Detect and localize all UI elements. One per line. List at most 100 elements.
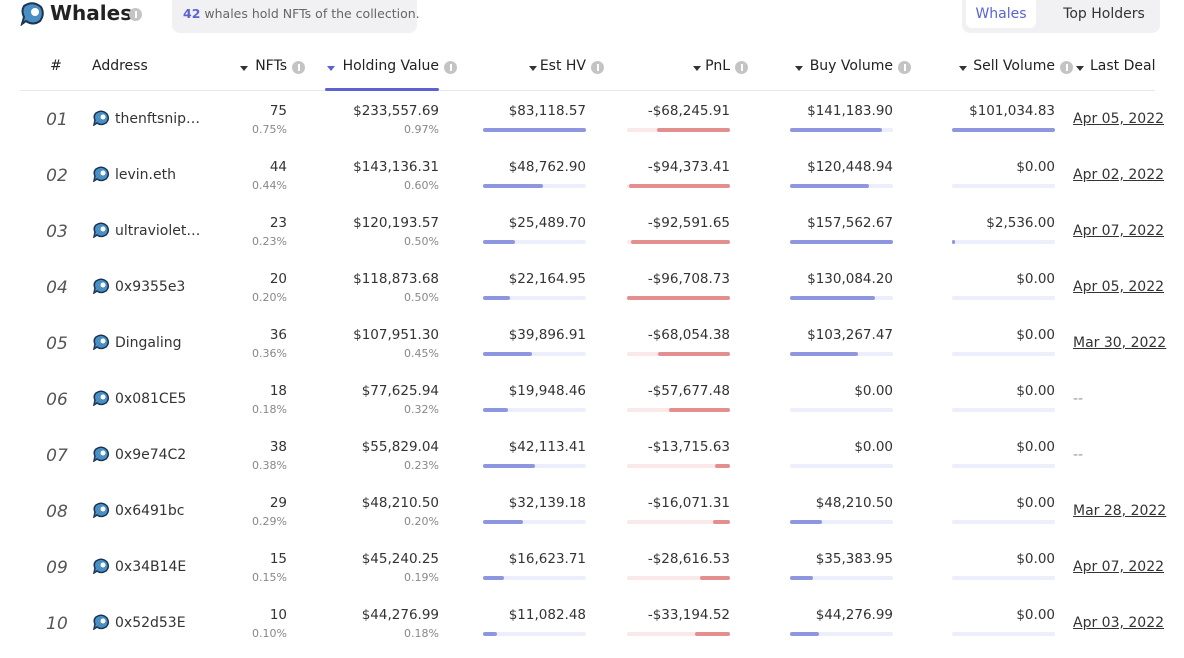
bar-track xyxy=(952,464,1055,468)
address[interactable]: 0x34B14E xyxy=(115,559,187,575)
bar-fill xyxy=(668,408,730,412)
address[interactable]: 0x6491bc xyxy=(115,503,185,519)
pnl: -$68,245.91 xyxy=(647,103,730,119)
info-icon xyxy=(129,8,142,21)
sell-volume: $101,034.83 xyxy=(969,103,1055,119)
bar-fill xyxy=(483,128,586,132)
bar-fill xyxy=(790,184,869,188)
bar-fill xyxy=(790,352,858,356)
bar-fill xyxy=(790,240,893,244)
est-hv: $19,948.46 xyxy=(508,383,586,399)
holding-value: $45,240.25 xyxy=(361,551,439,567)
whale-count: 42 xyxy=(183,6,201,21)
column-header[interactable]: # xyxy=(50,58,62,74)
bar-fill xyxy=(790,520,822,524)
last-deal[interactable]: Mar 30, 2022 xyxy=(1073,335,1167,351)
column-header[interactable]: Holding Value xyxy=(342,58,439,74)
nft-share: 0.10% xyxy=(252,627,287,640)
holding-share: 0.60% xyxy=(404,179,439,192)
column-header[interactable]: Sell Volume xyxy=(973,58,1055,74)
nft-count: 75 xyxy=(269,103,287,119)
column-header[interactable]: Last Deal xyxy=(1090,58,1156,74)
bar-fill xyxy=(657,352,730,356)
holding-value: $55,829.04 xyxy=(361,439,439,455)
address[interactable]: 0x9355e3 xyxy=(115,279,186,295)
address[interactable]: ultraviolet… xyxy=(115,223,201,239)
last-deal[interactable]: Apr 05, 2022 xyxy=(1073,111,1165,127)
sell-volume: $0.00 xyxy=(1016,383,1055,399)
pnl: -$57,677.48 xyxy=(647,383,730,399)
est-hv: $11,082.48 xyxy=(508,607,586,623)
address[interactable]: 0x52d53E xyxy=(115,615,186,631)
last-deal: -- xyxy=(1073,447,1084,463)
bar-track xyxy=(952,240,1055,244)
holding-share: 0.19% xyxy=(404,571,439,584)
logo xyxy=(20,2,44,26)
nft-count: 20 xyxy=(269,271,287,287)
tab[interactable]: Whales xyxy=(966,0,1036,28)
address[interactable]: 0x9e74C2 xyxy=(115,447,187,463)
sell-volume: $2,536.00 xyxy=(986,215,1055,231)
column-header[interactable]: Address xyxy=(92,58,148,74)
last-deal[interactable]: Apr 07, 2022 xyxy=(1073,559,1165,575)
column-header[interactable]: Est HV xyxy=(539,58,586,74)
bar-track xyxy=(627,632,730,636)
holding-share: 0.50% xyxy=(404,291,439,304)
pnl: -$96,708.73 xyxy=(647,271,730,287)
avatar-icon xyxy=(93,222,110,238)
last-deal[interactable]: Apr 07, 2022 xyxy=(1073,223,1165,239)
nft-count: 10 xyxy=(269,607,287,623)
bar-fill xyxy=(483,632,497,636)
address[interactable]: Dingaling xyxy=(115,335,182,351)
nft-share: 0.75% xyxy=(252,123,287,136)
buy-volume: $103,267.47 xyxy=(807,327,893,343)
est-hv: $42,113.41 xyxy=(508,439,586,455)
last-deal[interactable]: Apr 05, 2022 xyxy=(1073,279,1165,295)
last-deal: -- xyxy=(1073,391,1084,407)
nft-share: 0.36% xyxy=(252,347,287,360)
info-icon xyxy=(591,61,604,74)
bar-track xyxy=(952,352,1055,356)
column-header[interactable]: NFTs xyxy=(255,58,287,74)
header-divider xyxy=(20,90,1155,91)
holding-share: 0.45% xyxy=(404,347,439,360)
tab[interactable]: Top Holders xyxy=(1063,6,1145,22)
avatar-icon xyxy=(93,614,110,630)
nft-count: 36 xyxy=(269,327,287,343)
est-hv: $16,623.71 xyxy=(508,551,586,567)
bar-track xyxy=(483,520,586,524)
buy-volume: $157,562.67 xyxy=(807,215,893,231)
buy-volume: $0.00 xyxy=(854,439,893,455)
sell-volume: $0.00 xyxy=(1016,159,1055,175)
address[interactable]: 0x081CE5 xyxy=(115,391,187,407)
bar-fill xyxy=(483,184,544,188)
last-deal[interactable]: Apr 02, 2022 xyxy=(1073,167,1165,183)
buy-volume: $44,276.99 xyxy=(815,607,893,623)
bar-fill xyxy=(483,464,536,468)
bar-fill xyxy=(483,352,533,356)
avatar-icon xyxy=(93,502,110,518)
last-deal[interactable]: Mar 28, 2022 xyxy=(1073,503,1167,519)
nft-count: 29 xyxy=(269,495,287,511)
sort-arrow xyxy=(529,66,537,71)
address[interactable]: thenftsnip… xyxy=(115,111,200,127)
sort-underline xyxy=(325,88,439,91)
buy-volume: $48,210.50 xyxy=(815,495,893,511)
column-header[interactable]: PnL xyxy=(705,58,730,74)
est-hv: $83,118.57 xyxy=(508,103,586,119)
avatar-icon xyxy=(93,390,110,406)
bar-track xyxy=(483,240,586,244)
sell-volume: $0.00 xyxy=(1016,271,1055,287)
last-deal[interactable]: Apr 03, 2022 xyxy=(1073,615,1165,631)
bar-track xyxy=(790,576,893,580)
nft-share: 0.38% xyxy=(252,459,287,472)
holding-value: $48,210.50 xyxy=(361,495,439,511)
avatar-icon xyxy=(93,334,110,350)
address[interactable]: levin.eth xyxy=(115,167,176,183)
nft-share: 0.23% xyxy=(252,235,287,248)
nft-share: 0.15% xyxy=(252,571,287,584)
column-header[interactable]: Buy Volume xyxy=(809,58,893,74)
sell-volume: $0.00 xyxy=(1016,439,1055,455)
nft-share: 0.20% xyxy=(252,291,287,304)
bar-fill xyxy=(952,240,955,244)
